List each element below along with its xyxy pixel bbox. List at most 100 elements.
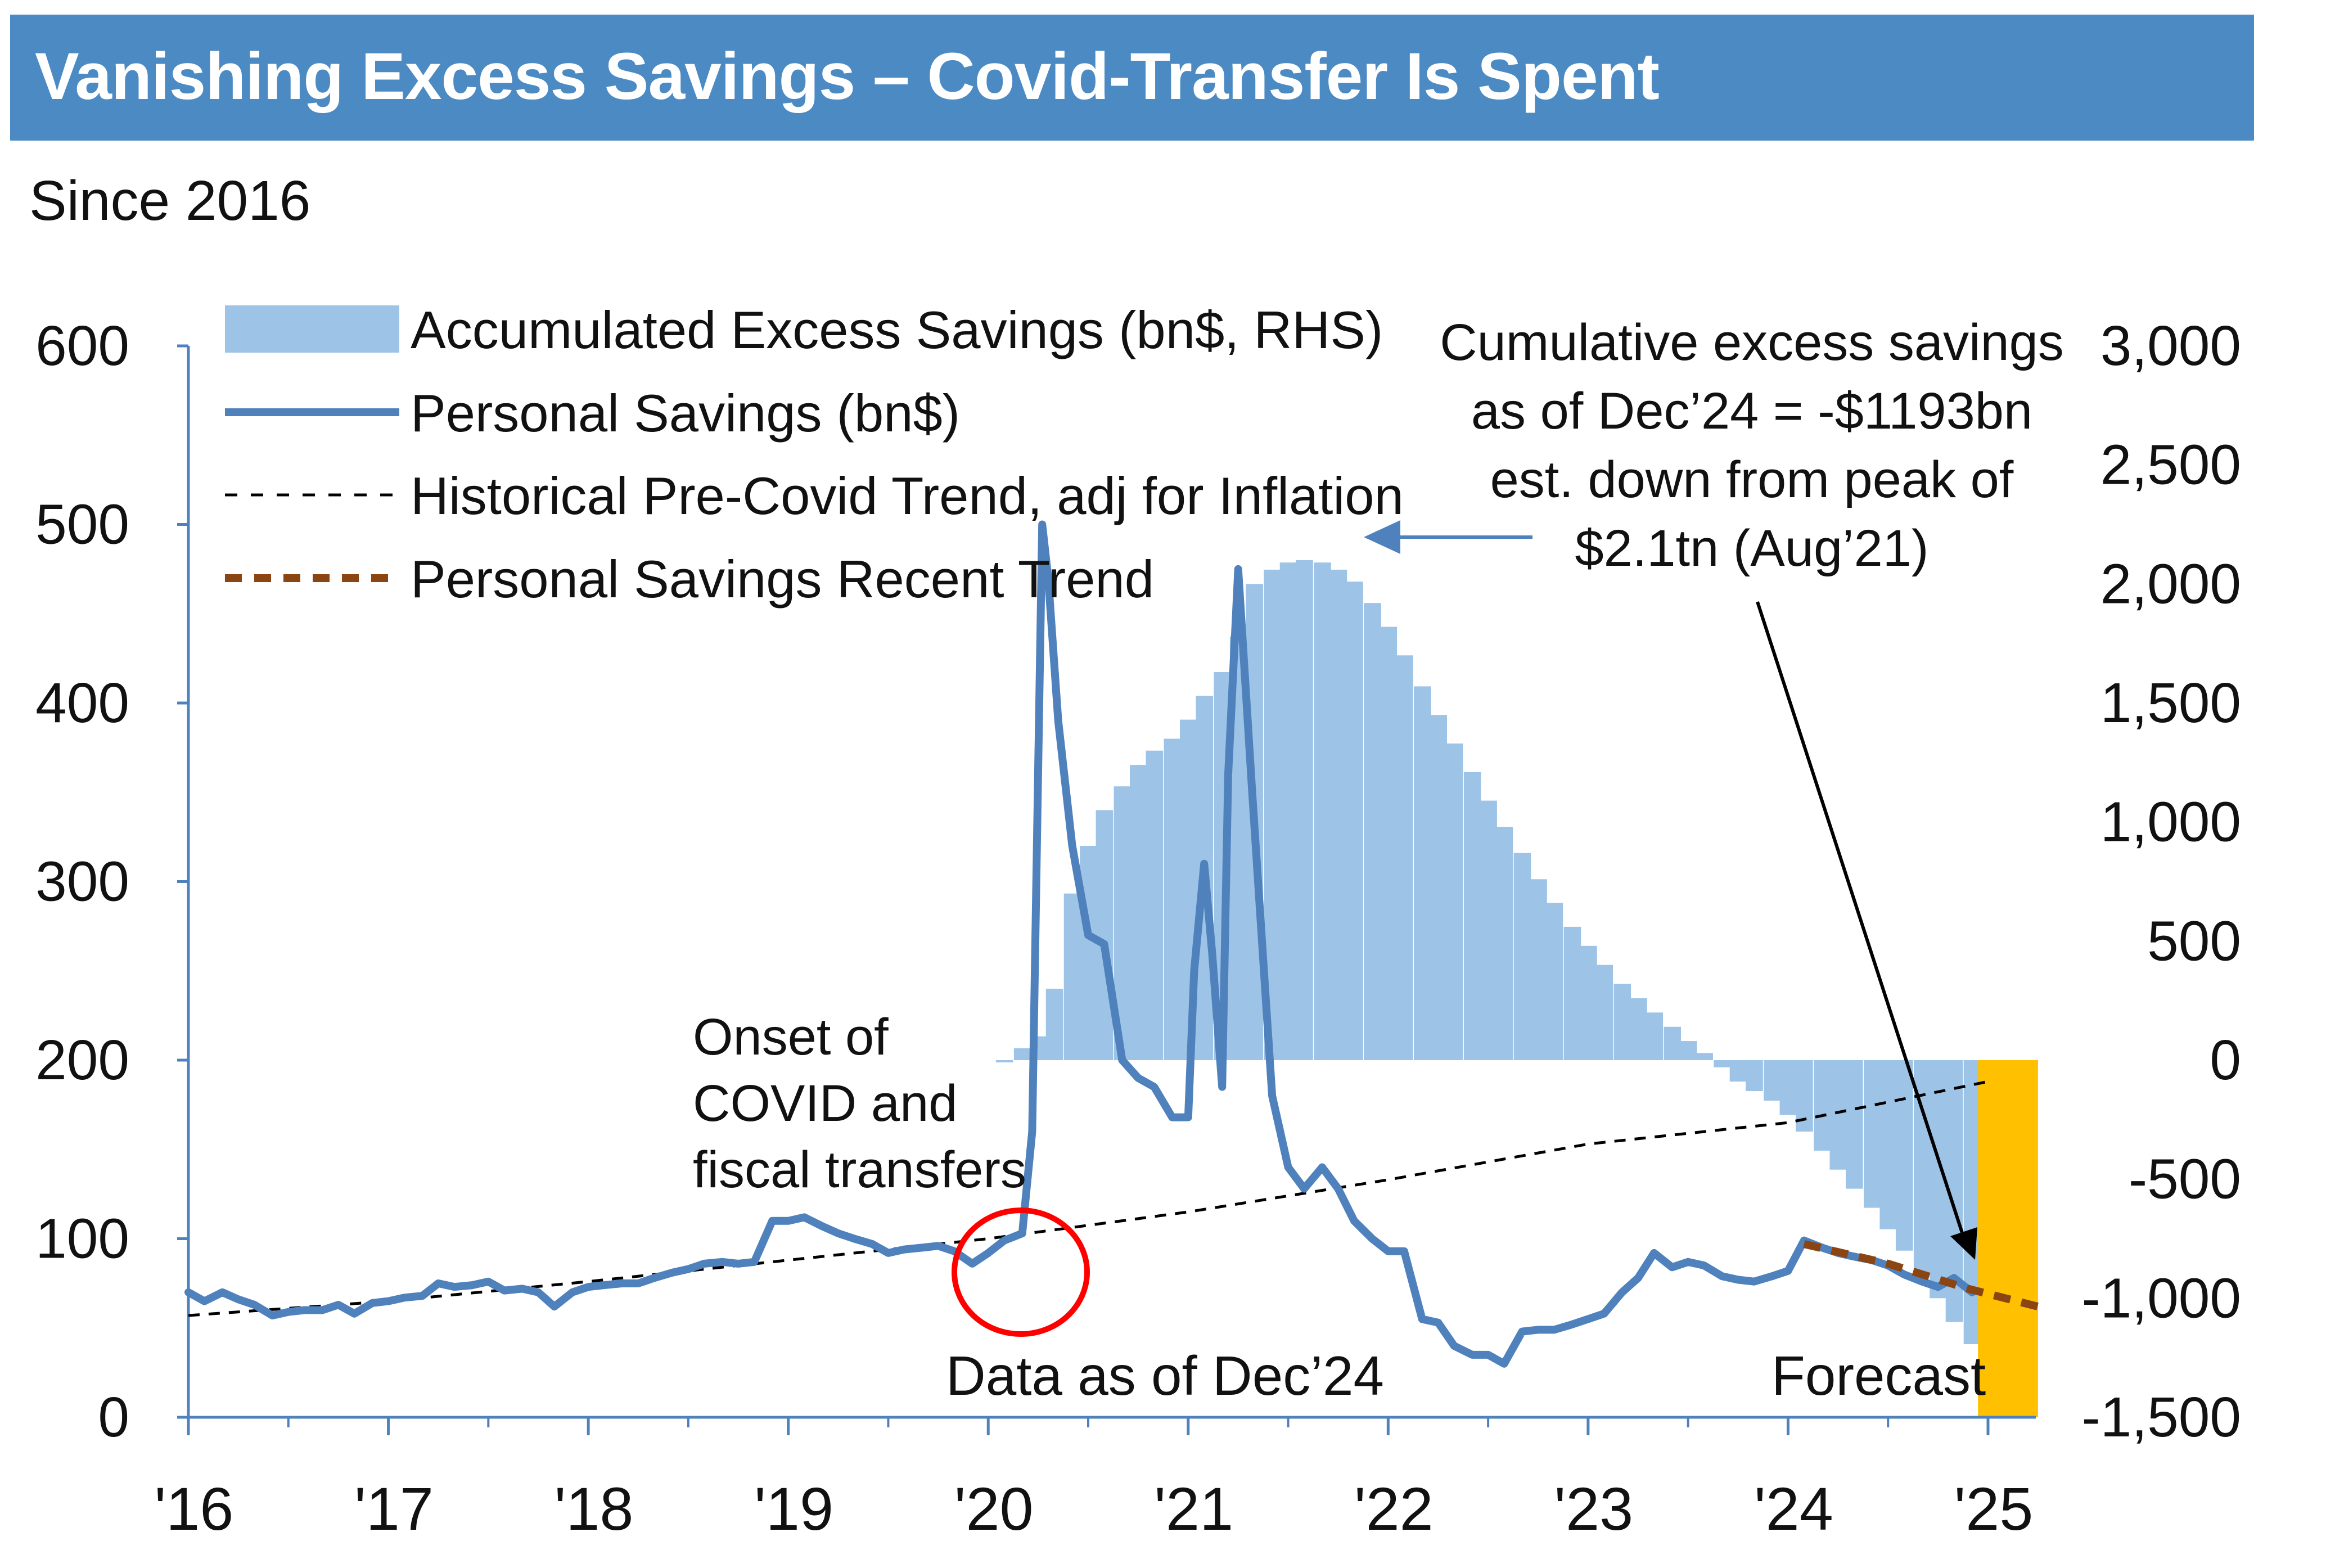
excess-savings-bar — [1463, 772, 1481, 1060]
right-axis-tick-label: -1,000 — [2081, 1267, 2241, 1330]
peak-annotation-line: est. down from peak of — [1490, 451, 2014, 508]
legend: Accumulated Excess Savings (bn$, RHS) Per… — [225, 300, 1404, 609]
excess-savings-bar — [1895, 1060, 1913, 1251]
excess-savings-bar — [1445, 744, 1463, 1060]
peak-annotation-line: Cumulative excess savings — [1440, 314, 2064, 371]
excess-savings-bar — [1664, 1026, 1681, 1060]
forecast-band — [1978, 1060, 2038, 1417]
excess-savings-bar — [1814, 1060, 1831, 1151]
excess-savings-bar — [1130, 765, 1147, 1060]
excess-savings-bar — [1580, 945, 1597, 1060]
x-axis-tick-label: '24 — [1754, 1475, 1833, 1543]
excess-savings-bar — [1013, 1048, 1031, 1060]
left-axis-tick-label: 500 — [35, 493, 129, 556]
excess-savings-bar — [1613, 984, 1631, 1060]
chart-subtitle: Since 2016 — [29, 169, 311, 232]
excess-savings-bar — [1829, 1060, 1847, 1170]
right-axis-tick-label: -1,500 — [2081, 1386, 2241, 1449]
excess-savings-bar — [1045, 989, 1063, 1060]
right-axis-tick-label: -500 — [2129, 1148, 2241, 1211]
current-arrow-head — [1950, 1227, 1977, 1260]
right-axis-tick-label: 1,500 — [2100, 672, 2241, 735]
excess-savings-bar — [1296, 560, 1313, 1060]
personal-savings-line — [184, 520, 1976, 1368]
x-axis-tick-label: '18 — [555, 1475, 634, 1543]
excess-savings-bar — [1714, 1060, 1731, 1067]
legend-label: Personal Savings (bn$) — [411, 384, 960, 443]
left-axis-tick-label: 300 — [35, 850, 129, 913]
forecast-band-layer — [1978, 1060, 2038, 1417]
excess-savings-bar — [1364, 603, 1381, 1060]
excess-savings-bar — [1563, 926, 1581, 1060]
left-axis-tick-label: 0 — [98, 1386, 129, 1449]
x-axis-tick-label: '20 — [954, 1475, 1034, 1543]
current-arrow-line — [1756, 601, 1964, 1235]
excess-savings-bar — [1096, 810, 1114, 1060]
excess-savings-bar — [1279, 562, 1297, 1060]
excess-savings-bar — [1530, 879, 1547, 1060]
x-axis-tick-label: '21 — [1154, 1475, 1233, 1543]
excess-savings-area-layer — [995, 560, 1981, 1344]
excess-savings-bar — [1746, 1060, 1763, 1091]
left-axis-tick-label: 600 — [35, 314, 129, 377]
title-banner — [10, 15, 2254, 141]
excess-savings-bar — [1495, 827, 1513, 1060]
axes-layer: 0 100 200 300 400 500 600 -1,500 -1,000 -500 0 500 1… — [35, 314, 2241, 1543]
series-lines-layer — [184, 520, 2039, 1368]
data-date-label: Data as of Dec’24 — [946, 1345, 1384, 1407]
excess-savings-bar — [1779, 1060, 1797, 1115]
annotations-layer: Cumulative excess savings as of Dec’24 = … — [693, 314, 2064, 1407]
excess-savings-bar — [1146, 750, 1164, 1060]
peak-arrow-head — [1364, 520, 1400, 554]
left-axis-tick-label: 200 — [35, 1029, 129, 1092]
x-axis-tick-label: '19 — [754, 1475, 833, 1543]
excess-savings-bar — [1396, 655, 1413, 1060]
x-axis-tick-label: '16 — [155, 1475, 234, 1543]
excess-savings-bar — [1080, 846, 1097, 1060]
legend-label: Personal Savings Recent Trend — [411, 549, 1154, 609]
excess-savings-bar — [1764, 1060, 1781, 1101]
forecast-label: Forecast — [1771, 1345, 1986, 1407]
excess-savings-bar — [1846, 1060, 1863, 1189]
excess-savings-bar — [1545, 903, 1563, 1060]
legend-swatch-area — [225, 305, 399, 353]
right-axis-tick-label: 2,500 — [2100, 434, 2241, 497]
left-axis-tick-label: 100 — [35, 1207, 129, 1270]
excess-savings-bar — [1646, 1012, 1663, 1060]
x-axis-tick-label: '23 — [1554, 1475, 1634, 1543]
excess-savings-bar — [1414, 686, 1431, 1060]
excess-savings-bar — [1480, 800, 1497, 1060]
excess-savings-bar — [1696, 1053, 1713, 1060]
excess-savings-bar — [1864, 1060, 1881, 1208]
x-axis-tick-label: '25 — [1954, 1475, 2034, 1543]
x-axis-tick-label: '17 — [354, 1475, 434, 1543]
excess-savings-bar — [1630, 998, 1647, 1060]
peak-annotation-line: as of Dec’24 = -$1193bn — [1471, 382, 2032, 440]
legend-label: Historical Pre-Covid Trend, adj for Infl… — [411, 466, 1404, 525]
chart-title: Vanishing Excess Savings – Covid-Transfe… — [35, 39, 1660, 114]
right-axis-tick-label: 0 — [2210, 1029, 2241, 1092]
excess-savings-bar — [995, 1060, 1013, 1062]
legend-label: Accumulated Excess Savings (bn$, RHS) — [411, 300, 1383, 359]
left-axis-tick-label: 400 — [35, 672, 129, 735]
covid-annotation-line: fiscal transfers — [693, 1141, 1026, 1198]
excess-savings-bar — [1063, 893, 1081, 1060]
peak-annotation-line: $2.1tn (Aug’21) — [1575, 520, 1928, 577]
excess-savings-bar — [1729, 1060, 1747, 1082]
right-axis-tick-label: 1,000 — [2100, 791, 2241, 854]
excess-savings-bar — [1329, 569, 1347, 1060]
right-axis-tick-label: 3,000 — [2100, 314, 2241, 377]
excess-savings-bar — [1346, 582, 1363, 1060]
excess-savings-bar — [1879, 1060, 1897, 1229]
excess-savings-bar — [1513, 853, 1531, 1060]
covid-annotation-line: COVID and — [693, 1075, 957, 1132]
x-axis-tick-label: '22 — [1354, 1475, 1434, 1543]
excess-savings-bar — [1164, 738, 1182, 1060]
excess-savings-bar — [1595, 965, 1613, 1060]
excess-savings-bar — [1314, 562, 1331, 1060]
excess-savings-bar — [1679, 1041, 1697, 1060]
excess-savings-bar — [1380, 627, 1398, 1060]
covid-highlight-circle — [952, 1207, 1090, 1337]
right-axis-tick-label: 500 — [2147, 909, 2241, 972]
